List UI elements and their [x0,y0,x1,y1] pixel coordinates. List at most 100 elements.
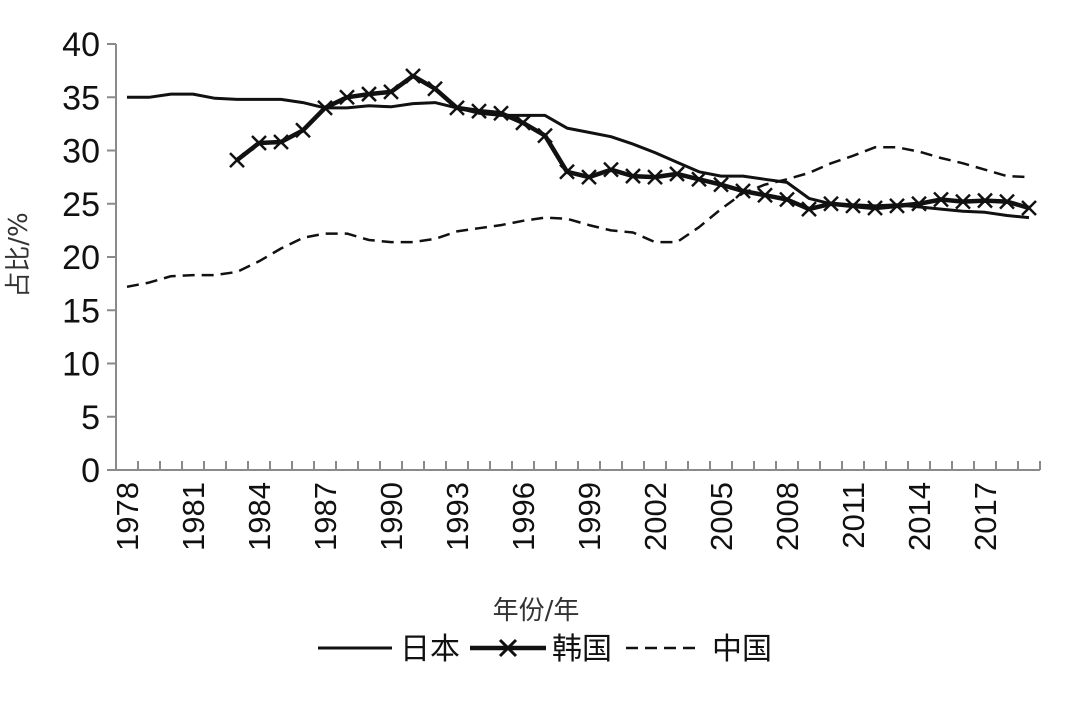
x-marker-stroke [933,191,949,208]
x-marker-stroke [383,84,399,100]
y-tick-label: 10 [62,346,100,384]
axes-layer: 0 5 10 15 20 25 30 35 40 1978 1981 1984 1987 1990 1993… [62,26,1041,551]
x-tick-label: 1999 [572,482,607,551]
series-layer [126,68,1037,289]
x-marker [295,122,311,139]
x-marker [691,171,707,188]
x-marker [977,192,993,209]
x-marker [867,200,883,216]
x-tick-label: 1996 [506,482,541,551]
x-marker [339,89,355,106]
x-marker-stroke [845,197,861,214]
x-marker [955,193,971,210]
y-tick-label: 35 [62,79,100,117]
x-marker [449,100,465,116]
legend-label: 韩国 [552,632,612,667]
x-marker [823,195,839,212]
x-marker-stroke [427,80,443,97]
x-tick-label: 1987 [308,482,343,551]
x-marker-stroke [801,201,817,217]
series-line-x-markers [235,73,1030,212]
legend-x-marker [498,638,518,658]
x-marker [779,191,795,208]
x-marker [669,166,685,182]
x-marker-stroke [471,103,487,119]
x-marker-stroke [955,193,971,210]
y-tick-label: 0 [81,452,100,490]
legend: 日本 韩国 中国 [318,632,772,667]
x-tick-label: 2005 [704,482,739,551]
x-marker-stroke [779,191,795,208]
x-axis-title: 年份/年 [493,596,580,626]
x-marker-stroke [977,192,993,209]
x-marker [229,152,245,168]
x-marker-stroke [317,100,333,116]
x-marker [317,100,333,116]
x-marker-stroke [295,122,311,139]
x-marker-stroke [911,195,927,212]
x-marker [845,197,861,214]
x-marker [647,169,663,186]
x-marker [515,114,531,131]
x-marker [471,103,487,119]
x-marker-stroke [889,197,905,214]
x-tick-label: 2002 [638,482,673,551]
x-marker-stroke [581,169,597,186]
x-marker-stroke [405,68,421,84]
x-marker-stroke [273,134,289,150]
x-marker [801,201,817,217]
x-marker [911,195,927,212]
x-marker [273,134,289,150]
x-marker [405,68,421,84]
x-tick-label: 2008 [770,482,805,551]
x-marker [1021,200,1037,216]
x-marker-stroke [603,161,619,178]
series-line-solid [127,92,1030,220]
y-tick-label: 5 [81,399,100,437]
x-marker [603,161,619,178]
x-marker-stroke [229,152,245,168]
x-marker-stroke [515,114,531,131]
x-marker [537,127,553,144]
x-marker-stroke [361,86,377,102]
x-marker [427,80,443,97]
x-marker-stroke [823,195,839,212]
x-marker-stroke [449,100,465,116]
x-marker-stroke [713,176,729,193]
x-marker-stroke [251,135,267,151]
x-tick-label: 1984 [242,482,277,551]
x-tick-label: 2017 [968,482,1003,551]
x-marker-stroke [625,168,641,184]
x-marker-stroke [669,166,685,182]
x-marker-stroke [339,89,355,106]
x-marker-stroke [757,187,773,204]
x-marker [251,135,267,151]
legend-label: 中国 [712,632,772,667]
legend-label: 日本 [400,632,460,667]
x-marker-stroke [691,171,707,188]
x-tick-label: 1981 [176,482,211,551]
y-tick-label: 25 [62,186,100,224]
x-marker-stroke [559,163,575,180]
x-tick-label: 1990 [374,482,409,551]
x-marker [625,168,641,184]
x-marker [581,169,597,186]
y-tick-label: 40 [62,26,100,64]
x-marker [735,183,751,199]
x-marker-stroke [1021,200,1037,216]
x-tick-label: 1978 [110,482,145,551]
y-tick-label: 30 [62,133,100,171]
x-marker [999,193,1015,210]
x-marker-stroke [735,183,751,199]
x-marker-stroke [999,193,1015,210]
x-marker-stroke [537,127,553,144]
x-marker [559,163,575,180]
x-tick-label: 2011 [836,482,871,549]
x-marker-stroke [493,105,509,122]
y-tick-label: 20 [62,239,100,277]
y-axis-title: 占比/% [4,212,34,297]
x-marker-stroke [867,200,883,216]
x-tick-label: 2014 [902,482,937,551]
x-tick-label: 1993 [440,482,475,551]
